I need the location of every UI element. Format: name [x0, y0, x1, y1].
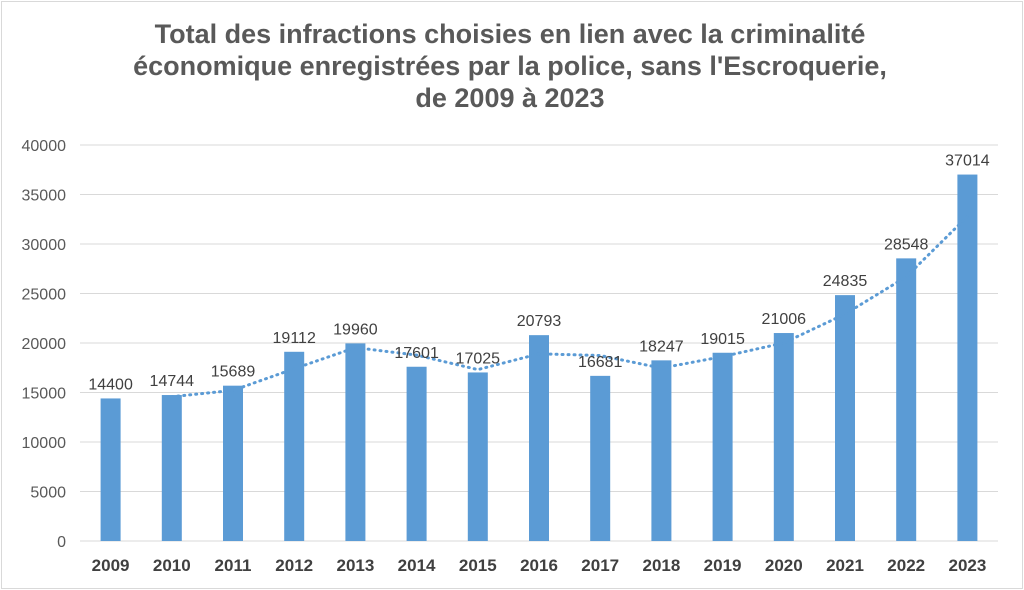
x-tick-label-2014: 2014 [398, 556, 436, 575]
bar-2011 [223, 385, 243, 541]
x-tick-label-2013: 2013 [336, 556, 374, 575]
x-tick-label-2021: 2021 [826, 556, 864, 575]
y-tick-label: 20000 [22, 336, 67, 353]
y-tick-label: 35000 [22, 188, 67, 205]
x-tick-label-2018: 2018 [642, 556, 680, 575]
x-tick-label-2009: 2009 [92, 556, 130, 575]
x-tick-label-2017: 2017 [581, 556, 619, 575]
bar-2019 [712, 352, 733, 541]
y-axis: 0 5000 10000 15000 20000 25000 30000 35000 40000 [22, 138, 67, 551]
x-tick-label-2016: 2016 [520, 556, 558, 575]
x-tick-label-2012: 2012 [275, 556, 313, 575]
data-label-2020: 21006 [762, 311, 807, 328]
bar-2012 [284, 351, 305, 541]
x-tick-label-2023: 2023 [948, 556, 986, 575]
bar-2023 [957, 174, 978, 541]
data-label-2011: 15689 [211, 364, 256, 381]
bar-2010 [161, 395, 182, 541]
y-tick-label: 10000 [22, 435, 67, 452]
chart-title-line-1: Total des infractions choisies en lien a… [154, 19, 866, 49]
bar-2018 [651, 360, 672, 541]
bar-2014 [406, 366, 427, 541]
data-label-2018: 18247 [639, 338, 684, 355]
data-label-2021: 24835 [823, 273, 868, 290]
chart-title-line-3: de 2009 à 2023 [415, 83, 605, 113]
bar-2016 [529, 335, 549, 541]
chart-title-line-2: économique enregistrées par la police, s… [133, 51, 887, 81]
data-label-2010: 14744 [150, 373, 195, 390]
trendline [170, 215, 969, 399]
x-axis: 2009 2010 2011 2012 2013 2014 2015 2016 2017 2018… [92, 556, 987, 575]
x-tick-label-2020: 2020 [765, 556, 803, 575]
data-label-2015: 17025 [456, 350, 501, 367]
y-tick-label: 40000 [22, 138, 67, 155]
bar-2020 [773, 333, 794, 541]
bar-2022 [896, 258, 917, 541]
y-tick-label: 15000 [22, 386, 67, 403]
chart-title: Total des infractions choisies en lien a… [60, 18, 960, 114]
x-tick-label-2019: 2019 [704, 556, 742, 575]
data-label-2009: 14400 [88, 376, 133, 393]
y-tick-label: 0 [57, 534, 66, 551]
data-label-2017: 16681 [578, 354, 623, 371]
x-tick-label-2015: 2015 [459, 556, 497, 575]
y-tick-label: 30000 [22, 237, 67, 254]
y-tick-label: 5000 [30, 485, 66, 502]
x-tick-label-2010: 2010 [153, 556, 191, 575]
bar-2021 [835, 295, 855, 541]
data-label-2014: 17601 [394, 345, 439, 362]
bars [100, 174, 978, 541]
bar-2013 [345, 343, 366, 541]
data-label-2023: 37014 [945, 153, 990, 170]
bar-2009 [100, 398, 121, 541]
bar-2015 [467, 372, 488, 541]
x-tick-label-2022: 2022 [887, 556, 925, 575]
data-label-2013: 19960 [333, 321, 378, 338]
data-label-2016: 20793 [517, 313, 562, 330]
bar-2017 [590, 375, 611, 541]
data-label-2012: 19112 [273, 330, 316, 347]
moving-average-trendline [170, 215, 969, 399]
y-tick-label: 25000 [22, 287, 67, 304]
data-labels: 14400 14744 15689 19112 19960 17601 17025 20793… [88, 153, 989, 394]
x-tick-label-2011: 2011 [215, 556, 252, 575]
data-label-2019: 19015 [700, 331, 745, 348]
data-label-2022: 28548 [884, 236, 929, 253]
